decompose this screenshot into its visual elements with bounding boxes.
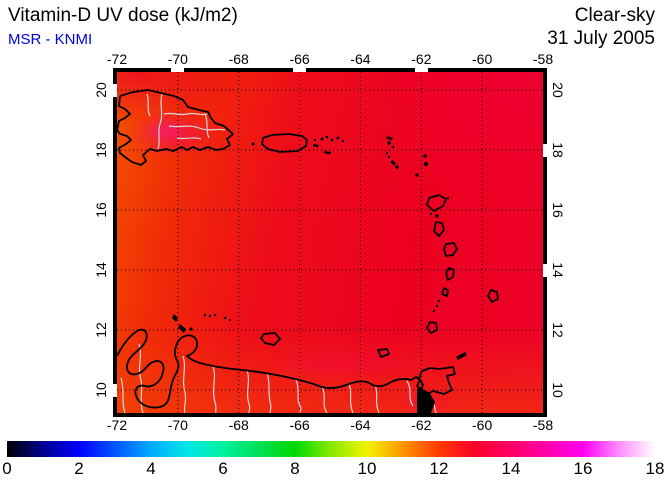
frame-tick-gap [543, 143, 547, 157]
frame-tick-gap [113, 83, 117, 97]
virgin-islands [320, 137, 324, 141]
anguilla-island [386, 136, 393, 141]
mona-island [251, 142, 255, 146]
los-roques-islands [203, 313, 207, 317]
puerto-rico-coastline [261, 133, 308, 153]
barbuda-island [423, 154, 427, 158]
lat-tick-left: 12 [93, 322, 109, 338]
martinique-coastline [443, 242, 458, 257]
montserrat-island [415, 173, 419, 177]
trinidad-coastline [418, 366, 456, 397]
lon-tick-bottom: -72 [106, 417, 128, 433]
lon-tick-top: -62 [411, 51, 432, 67]
st-kitts-island [390, 160, 396, 166]
plot-title: Vitamin-D UV dose (kJ/m2) [8, 5, 238, 26]
lon-tick-top: -58 [532, 51, 554, 67]
plot-date: 31 July 2005 [547, 28, 655, 49]
st-vincent-coastline [441, 287, 449, 297]
hispaniola-coastline [117, 89, 234, 166]
small-islands [172, 135, 467, 413]
colorbar-tick-label: 4 [146, 459, 156, 478]
st-croix-island [324, 151, 331, 155]
lon-tick-top: -64 [350, 51, 371, 67]
orinoco-delta [417, 388, 435, 413]
coastlines [117, 89, 499, 413]
frame-tick-gap [171, 68, 185, 72]
colorbar-tick-label: 14 [501, 459, 521, 478]
frame-tick-gap [293, 68, 307, 72]
lat-tick-right: 10 [550, 382, 566, 398]
st-lucia-coastline [445, 267, 455, 281]
lat-tick-right: 16 [550, 202, 566, 218]
barbados-coastline [487, 289, 499, 303]
lon-tick-bottom: -62 [411, 417, 432, 433]
caribbean-map-panel [113, 68, 547, 417]
lat-tick-right: 12 [550, 322, 566, 338]
lon-tick-bottom: -60 [472, 417, 493, 433]
colorbar-tick-label: 12 [429, 459, 449, 478]
lon-tick-bottom: -66 [289, 417, 310, 433]
colorbar-tick-label: 16 [573, 459, 593, 478]
lon-tick-bottom: -64 [350, 417, 371, 433]
lat-tick-right: 14 [550, 262, 566, 278]
vieques-island [313, 144, 319, 148]
aruba-island [172, 314, 178, 322]
lon-tick-bottom: -68 [228, 417, 249, 433]
lat-tick-right: 18 [550, 142, 566, 158]
lat-tick-left: 16 [93, 202, 109, 218]
antigua-island [423, 161, 429, 167]
lat-tick-left: 14 [93, 262, 109, 278]
tobago-island [456, 352, 467, 360]
lat-tick-right: 20 [550, 82, 566, 98]
frame-tick-gap [543, 263, 547, 277]
lon-tick-bottom: -58 [532, 417, 554, 433]
nevis-island [395, 165, 399, 169]
colorbar-tick-label: 18 [645, 459, 665, 478]
uv-dose-colorbar [7, 441, 655, 457]
data-source-label: MSR - KNMI [8, 31, 93, 48]
lat-tick-left: 10 [93, 382, 109, 398]
colorbar-tick-label: 2 [74, 459, 84, 478]
haiti-dr-border [157, 93, 163, 150]
margarita-coastline [377, 348, 390, 358]
frame-tick-gap [414, 68, 428, 72]
st-martin-island [387, 141, 391, 145]
grenadines-islands [437, 299, 441, 303]
lon-tick-top: -60 [472, 51, 493, 67]
lon-tick-bottom: -70 [167, 417, 188, 433]
sky-condition-label: Clear-sky [574, 5, 655, 26]
guadeloupe-coastline [426, 194, 447, 212]
dominica-coastline [433, 221, 445, 237]
lon-tick-top: -70 [167, 51, 188, 67]
south-america-coastline [117, 328, 434, 413]
colorbar-tick-label: 6 [218, 459, 228, 478]
lon-tick-top: -66 [289, 51, 310, 67]
lon-tick-top: -68 [228, 51, 249, 67]
lat-tick-left: 18 [93, 142, 109, 158]
colorbar-tick-label: 0 [2, 459, 12, 478]
graticule-grid [117, 72, 543, 413]
grenada-coastline [426, 321, 438, 334]
frame-tick-gap [113, 383, 117, 397]
colorbar-tick-label: 8 [290, 459, 300, 478]
la-tortuga-coastline [260, 332, 281, 346]
bonaire-island [189, 327, 193, 331]
marie-galante-island [435, 214, 439, 218]
colorbar-tick-label: 10 [357, 459, 377, 478]
map-overlay [117, 72, 543, 413]
curacao-island [178, 324, 186, 333]
lon-tick-top: -72 [106, 51, 128, 67]
lat-tick-left: 20 [93, 82, 109, 98]
